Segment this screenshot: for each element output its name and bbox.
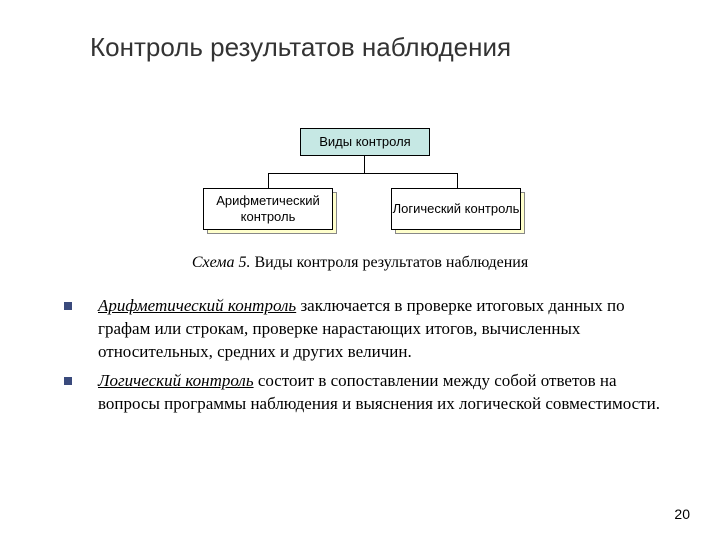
list-item: Арифметический контроль заключается в пр… (64, 295, 664, 364)
page-title: Контроль результатов наблюдения (90, 32, 511, 63)
diagram-left-box: Арифметический контроль (203, 188, 333, 230)
bullet-list: Арифметический контроль заключается в пр… (64, 295, 664, 422)
bullet-term: Арифметический контроль (98, 296, 296, 315)
list-item: Логический контроль состоит в сопоставле… (64, 370, 664, 416)
square-bullet-icon (64, 377, 72, 385)
diagram-root-box: Виды контроля (300, 128, 430, 156)
caption-label: Схема 5. (192, 254, 251, 271)
connector-line (268, 173, 458, 174)
connector-line (457, 173, 458, 188)
caption-text: Виды контроля результатов наблюдения (255, 254, 529, 271)
connector-line (268, 173, 269, 188)
page-number: 20 (674, 506, 690, 522)
diagram-caption: Схема 5. Виды контроля результатов наблю… (0, 254, 720, 272)
connector-line (364, 156, 365, 173)
diagram-right-box: Логический контроль (391, 188, 521, 230)
square-bullet-icon (64, 302, 72, 310)
control-types-diagram: Виды контроля Арифметический контроль Ло… (0, 128, 720, 248)
bullet-term: Логический контроль (98, 371, 254, 390)
